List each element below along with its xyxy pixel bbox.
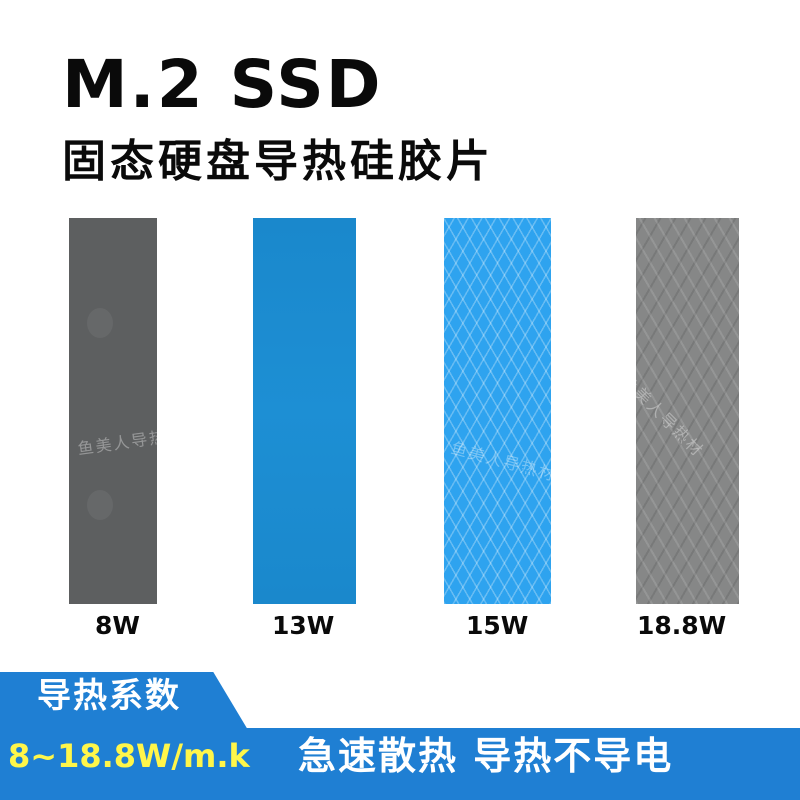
banner-bar	[0, 728, 800, 800]
watermark-text: 鱼美人导热材	[76, 424, 157, 459]
surface-mark	[87, 308, 113, 338]
pad-label-13w: 13W	[272, 611, 335, 640]
product-slogan: 急速散热 导热不导电	[298, 734, 674, 778]
pad-sample-15w: 鱼美人导热材	[444, 218, 551, 604]
surface-mark	[87, 490, 113, 520]
watermark-text: 鱼美人导热材	[636, 370, 708, 461]
pad-sample-8w: 鱼美人导热材	[69, 218, 157, 604]
conductivity-range: 8~18.8W/m.k	[8, 737, 250, 775]
product-subtitle: 固态硬盘导热硅胶片	[62, 136, 494, 187]
pad-label-8w: 8W	[95, 611, 140, 640]
pad-sample-13w	[253, 218, 356, 604]
pad-label-15w: 15W	[466, 611, 529, 640]
product-title: M.2 SSD	[62, 46, 383, 123]
banner-tab	[0, 672, 248, 730]
conductivity-heading: 导热系数	[37, 676, 181, 716]
watermark-text: 鱼美人导热材	[448, 438, 551, 485]
pad-sample-18-8w: 鱼美人导热材	[636, 218, 739, 604]
pad-label-18-8w: 18.8W	[637, 611, 727, 640]
